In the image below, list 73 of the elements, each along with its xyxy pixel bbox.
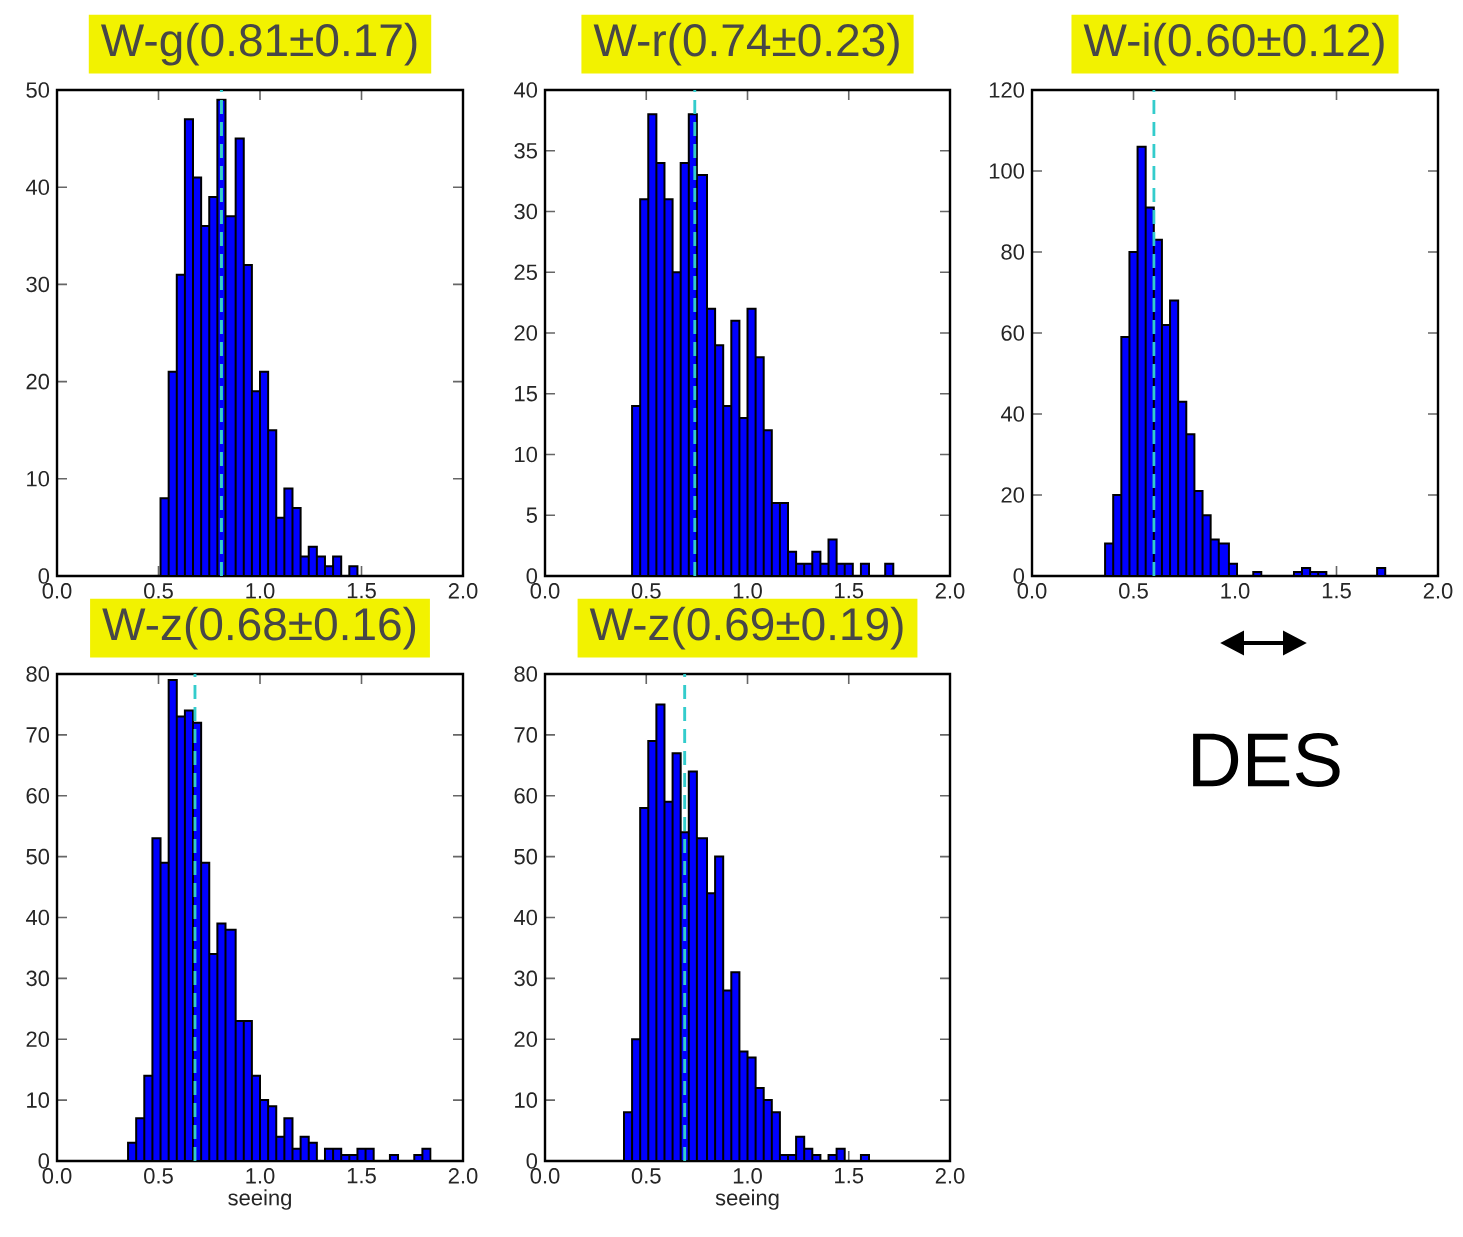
x-tick-label: 2.0 bbox=[448, 583, 478, 599]
chart-title: W-i(0.60±0.12) bbox=[1083, 22, 1384, 66]
y-tick-label: 70 bbox=[26, 727, 50, 743]
x-tick-label: 1.5 bbox=[1322, 583, 1351, 599]
y-tick-label: 10 bbox=[515, 446, 538, 463]
x-tick-label: 2.0 bbox=[1423, 583, 1453, 599]
y-tick-label: 10 bbox=[27, 471, 50, 487]
x-tick-label: 1.0 bbox=[733, 1168, 762, 1184]
y-tick-label: 10 bbox=[515, 1092, 538, 1108]
x-axis-title: seeing bbox=[228, 1189, 291, 1210]
y-tick-label: 20 bbox=[26, 373, 50, 390]
y-tick-label: 0 bbox=[38, 568, 50, 584]
x-tick-label: 1.5 bbox=[835, 1168, 864, 1184]
x-tick-label: 2.0 bbox=[448, 1168, 478, 1184]
x-tick-label: 1.0 bbox=[246, 1168, 275, 1184]
y-tick-label: 20 bbox=[26, 1031, 50, 1048]
x-tick-label: 2.0 bbox=[935, 1168, 965, 1184]
y-tick-label: 0 bbox=[38, 1153, 50, 1169]
chart-title: W-g(0.81±0.17) bbox=[100, 22, 417, 66]
y-tick-label: 40 bbox=[25, 179, 50, 195]
y-tick-label: 40 bbox=[25, 909, 50, 926]
y-tick-label: 120 bbox=[989, 82, 1025, 98]
y-tick-label: 0 bbox=[1013, 568, 1025, 584]
x-tick-label: 1.5 bbox=[347, 1168, 376, 1184]
y-tick-label: 0 bbox=[526, 1153, 538, 1169]
x-tick-label: 1.0 bbox=[246, 583, 275, 599]
y-tick-label: 15 bbox=[515, 386, 537, 402]
y-tick-label: 40 bbox=[513, 82, 538, 98]
x-tick-label: 0.0 bbox=[530, 1168, 560, 1184]
chart-title: W-z(0.69±0.19) bbox=[589, 606, 903, 650]
y-tick-label: 80 bbox=[514, 666, 538, 682]
x-tick-label: 0.0 bbox=[530, 583, 560, 599]
y-tick-label: 60 bbox=[26, 787, 50, 804]
text: DES bbox=[1193, 733, 1340, 787]
x-tick-label: 0.5 bbox=[631, 1168, 661, 1184]
y-tick-label: 80 bbox=[26, 666, 50, 682]
x-tick-label: 0.0 bbox=[42, 1168, 72, 1184]
x-tick-label: 2.0 bbox=[935, 583, 965, 599]
y-tick-label: 10 bbox=[27, 1092, 50, 1108]
y-tick-label: 50 bbox=[26, 82, 50, 98]
y-tick-label: 80 bbox=[1001, 244, 1025, 260]
x-axis-title: seeing bbox=[715, 1189, 779, 1210]
y-tick-label: 40 bbox=[513, 909, 538, 926]
y-tick-label: 70 bbox=[514, 727, 538, 743]
chart-title: W-z(0.68±0.16) bbox=[102, 606, 416, 650]
y-tick-label: 30 bbox=[514, 970, 538, 987]
x-tick-label: 0.5 bbox=[1119, 583, 1148, 599]
x-tick-label: 1.5 bbox=[835, 583, 864, 599]
y-tick-label: 20 bbox=[514, 1031, 538, 1048]
chart-title: W-r(0.74±0.23) bbox=[593, 22, 899, 66]
x-tick-label: 1.5 bbox=[347, 583, 376, 599]
y-tick-label: 100 bbox=[989, 163, 1025, 179]
y-tick-label: 60 bbox=[1001, 325, 1025, 341]
y-tick-label: 30 bbox=[26, 970, 50, 987]
y-tick-label: 60 bbox=[514, 787, 538, 804]
y-tick-label: 20 bbox=[514, 325, 538, 341]
x-tick-label: 0.5 bbox=[144, 1168, 173, 1184]
y-tick-label: 35 bbox=[514, 142, 537, 159]
y-tick-label: 50 bbox=[514, 848, 538, 865]
x-tick-label: 0.5 bbox=[631, 583, 661, 599]
y-tick-label: 0 bbox=[526, 568, 538, 584]
x-tick-label: 1.0 bbox=[733, 583, 762, 599]
y-tick-label: 30 bbox=[514, 203, 538, 220]
y-tick-label: 20 bbox=[1001, 487, 1025, 503]
x-tick-label: 0.0 bbox=[42, 583, 72, 599]
y-tick-label: 5 bbox=[526, 507, 537, 523]
y-tick-label: 30 bbox=[26, 276, 50, 293]
y-tick-label: 25 bbox=[514, 264, 537, 281]
x-tick-label: 0.0 bbox=[1017, 583, 1047, 599]
y-tick-label: 40 bbox=[1000, 406, 1025, 422]
y-tick-label: 50 bbox=[26, 848, 50, 865]
x-tick-label: 1.0 bbox=[1221, 583, 1250, 599]
x-tick-label: 0.5 bbox=[144, 583, 173, 599]
